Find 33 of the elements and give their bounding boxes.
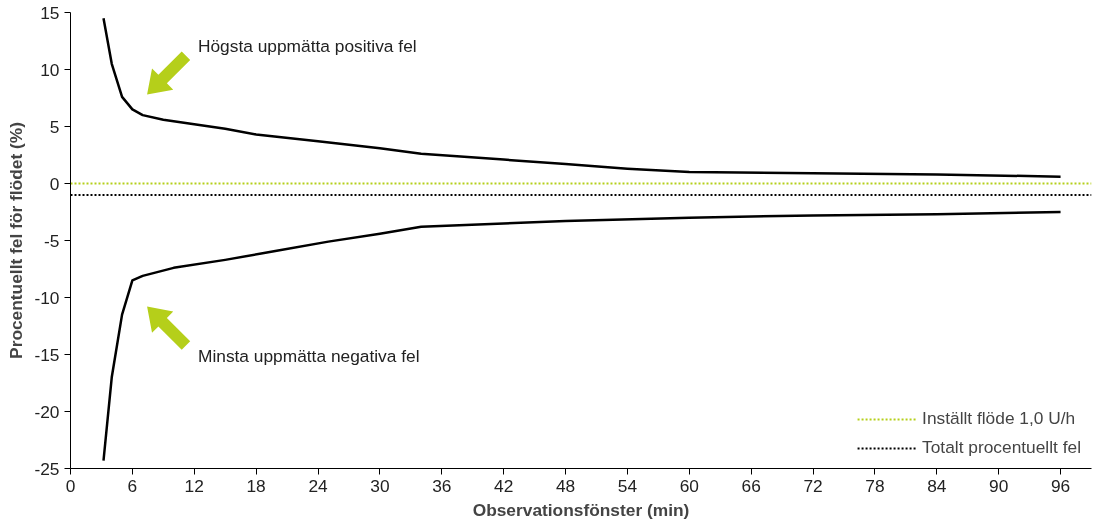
y-axis-title: Procentuellt fel för flödet (%) (6, 122, 27, 359)
x-tick-label: 60 (679, 475, 699, 496)
y-tick-label: 0 (49, 173, 60, 194)
x-tick-label: 84 (927, 475, 947, 496)
x-tick-label: 36 (432, 475, 452, 496)
x-tick-label: 30 (370, 475, 390, 496)
y-tick-label: -10 (34, 287, 60, 308)
x-tick-label: 24 (308, 475, 329, 496)
y-tick-label: -5 (44, 230, 60, 251)
line-series (102, 16, 1062, 178)
x-tick-label: 96 (1050, 475, 1071, 496)
annotation: Högsta uppmätta positiva fel (197, 35, 417, 56)
y-tick-label: 5 (49, 116, 60, 137)
y-tick-label: -25 (34, 458, 60, 479)
legend-label: Totalt procentuellt fel (922, 437, 1081, 458)
x-tick-label: 48 (555, 475, 576, 496)
x-tick-label: 78 (865, 475, 885, 496)
x-tick-label: 0 (65, 475, 76, 496)
y-tick-label: -20 (34, 401, 60, 422)
x-tick-label: 6 (127, 475, 138, 496)
x-tick-label: 18 (246, 475, 266, 496)
x-tick-label: 12 (184, 475, 204, 496)
y-tick-label: 10 (40, 59, 60, 80)
y-tick-label: -15 (34, 344, 60, 365)
annotation: Minsta uppmätta negativa fel (197, 345, 420, 366)
x-axis-title: Observationsfönster (min) (472, 499, 690, 520)
x-tick-label: 72 (803, 475, 823, 496)
x-tick-label: 54 (617, 475, 638, 496)
legend-label: Inställt flöde 1,0 U/h (922, 408, 1076, 429)
y-tick-label: 15 (40, 2, 60, 23)
x-tick-label: 66 (741, 475, 761, 496)
x-tick-label: 42 (494, 475, 514, 496)
x-tick-label: 90 (989, 475, 1009, 496)
